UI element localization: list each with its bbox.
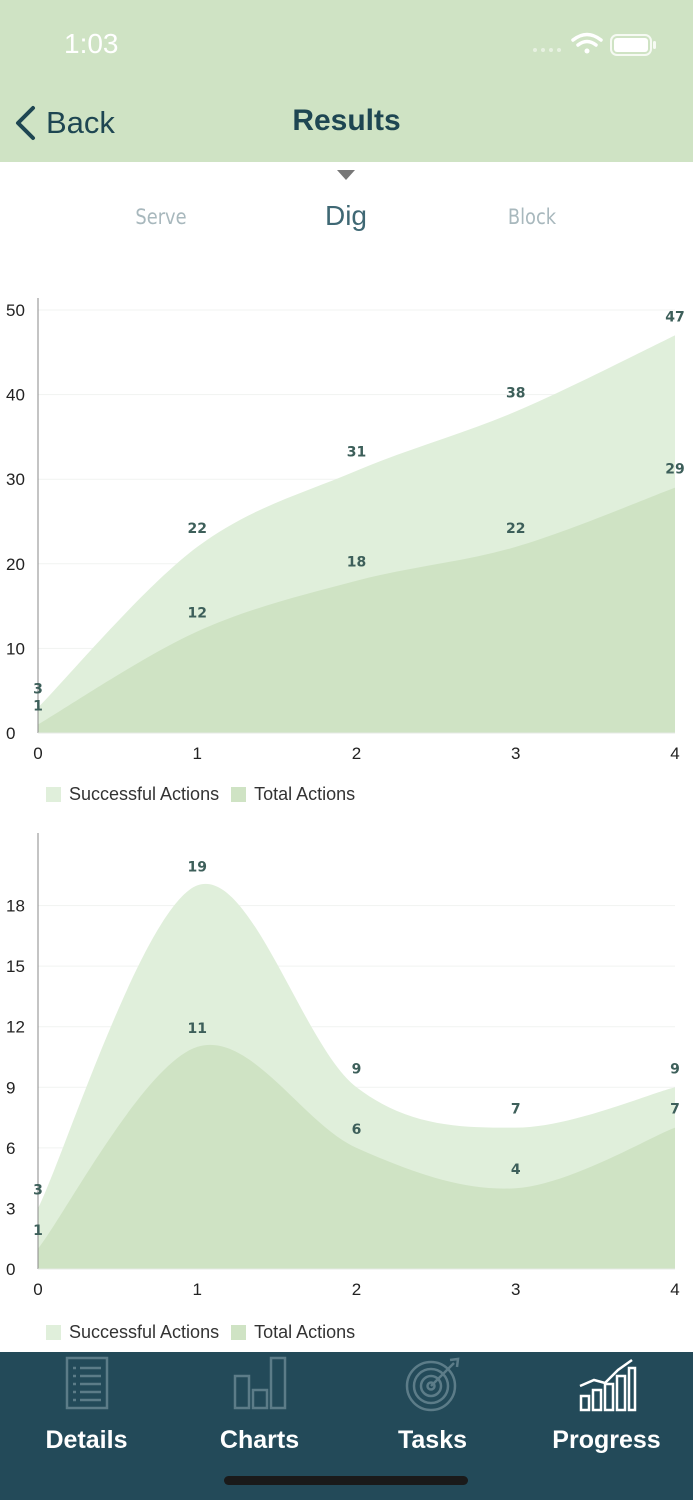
legend-item-total: Total Actions — [231, 784, 355, 805]
y-tick-label: 9 — [6, 1078, 15, 1097]
tab-bar: Details Charts — [0, 1352, 693, 1500]
caret-down-icon — [337, 170, 355, 180]
chart-2: 0 3 6 9 12 15 18 0 1 2 3 4 3 19 9 7 9 1 11 6 4 7 Successful A… — [0, 828, 693, 1350]
segment-serve[interactable]: Serve — [135, 205, 187, 229]
data-label-successful: 31 — [347, 445, 366, 461]
list-document-icon — [65, 1356, 108, 1410]
y-tick-label: 10 — [6, 639, 25, 658]
tab-details-label: Details — [45, 1426, 128, 1454]
y-tick-label: 12 — [6, 1018, 25, 1037]
tab-tasks[interactable]: Tasks — [346, 1352, 519, 1462]
y-tick-label: 0 — [6, 724, 15, 743]
y-tick-label: 0 — [6, 1260, 15, 1279]
data-label-successful: 9 — [670, 1061, 680, 1077]
data-label-successful: 7 — [511, 1102, 521, 1118]
data-label-total: 6 — [352, 1122, 362, 1138]
y-tick-label: 15 — [6, 957, 25, 976]
data-label-total: 7 — [670, 1102, 680, 1118]
legend-label-total: Total Actions — [254, 784, 356, 804]
chart-1: 0 10 20 30 40 50 0 1 2 3 4 3 22 31 38 47 1 12 18 22 29 Succe… — [0, 290, 693, 820]
legend-label-successful: Successful Actions — [69, 1322, 220, 1342]
data-label-total: 22 — [506, 521, 525, 537]
growth-chart-icon — [579, 1358, 636, 1412]
wifi-icon — [571, 32, 603, 54]
tab-progress-label: Progress — [552, 1426, 661, 1454]
signal-icon — [533, 48, 561, 52]
data-label-total: 1 — [33, 1223, 43, 1239]
segment-block[interactable]: Block — [507, 205, 557, 229]
y-tick-label: 50 — [6, 301, 25, 320]
page-title: Results — [292, 104, 401, 137]
data-label-total: 29 — [665, 462, 684, 478]
tab-charts[interactable]: Charts — [173, 1352, 346, 1462]
home-indicator — [224, 1476, 468, 1485]
segment-dig[interactable]: Dig — [324, 200, 367, 231]
data-label-successful: 38 — [506, 386, 525, 402]
status-icons — [533, 32, 656, 56]
x-tick-label: 4 — [670, 1280, 679, 1299]
data-label-total: 11 — [188, 1021, 207, 1037]
x-tick-label: 3 — [511, 1280, 520, 1299]
y-tick-label: 6 — [6, 1139, 15, 1158]
legend-item-successful: Successful Actions — [46, 784, 219, 805]
chart-1-legend: Successful Actions Total Actions — [46, 784, 367, 805]
header: 1:03 Back Results — [0, 0, 693, 162]
battery-icon — [610, 34, 656, 56]
legend-swatch-total — [231, 787, 247, 802]
data-label-successful: 3 — [33, 682, 43, 698]
legend-item-successful: Successful Actions — [46, 1322, 219, 1343]
bar-chart-icon — [233, 1356, 286, 1410]
data-label-total: 1 — [33, 699, 43, 715]
chevron-left-icon — [16, 106, 35, 140]
legend-item-total: Total Actions — [231, 1322, 355, 1343]
legend-swatch-successful — [46, 787, 61, 802]
x-tick-label: 2 — [352, 744, 361, 763]
x-tick-label: 2 — [352, 1280, 361, 1299]
area-total-2 — [38, 1044, 675, 1269]
legend-swatch-successful — [46, 1325, 61, 1340]
chart-2-legend: Successful Actions Total Actions — [46, 1322, 367, 1343]
back-button[interactable]: Back — [12, 100, 115, 146]
legend-label-total: Total Actions — [254, 1322, 356, 1342]
x-tick-label: 1 — [193, 1280, 202, 1299]
x-tick-label: 0 — [33, 744, 42, 763]
area-total-1 — [38, 487, 675, 733]
data-label-successful: 9 — [352, 1061, 362, 1077]
data-label-successful: 22 — [188, 521, 207, 537]
y-tick-label: 40 — [6, 386, 25, 405]
tab-tasks-label: Tasks — [397, 1426, 468, 1454]
y-tick-label: 20 — [6, 555, 25, 574]
legend-label-successful: Successful Actions — [69, 784, 220, 804]
status-time: 1:03 — [64, 28, 119, 59]
x-tick-label: 3 — [511, 744, 520, 763]
x-tick-label: 0 — [33, 1280, 42, 1299]
data-label-successful: 19 — [188, 859, 207, 875]
tab-charts-label: Charts — [219, 1426, 300, 1454]
x-tick-label: 4 — [670, 744, 679, 763]
data-label-total: 18 — [347, 555, 366, 571]
data-label-successful: 47 — [665, 309, 684, 325]
target-icon — [405, 1357, 459, 1412]
data-label-successful: 3 — [33, 1182, 43, 1198]
data-label-total: 12 — [188, 605, 207, 621]
y-tick-label: 18 — [6, 897, 25, 916]
y-tick-label: 30 — [6, 470, 25, 489]
y-tick-label: 3 — [6, 1199, 15, 1218]
data-label-total: 4 — [511, 1162, 521, 1178]
back-label: Back — [46, 105, 115, 140]
tab-details[interactable]: Details — [0, 1352, 173, 1462]
legend-swatch-total — [231, 1325, 247, 1340]
x-tick-label: 1 — [193, 744, 202, 763]
tab-progress[interactable]: Progress — [520, 1352, 693, 1462]
